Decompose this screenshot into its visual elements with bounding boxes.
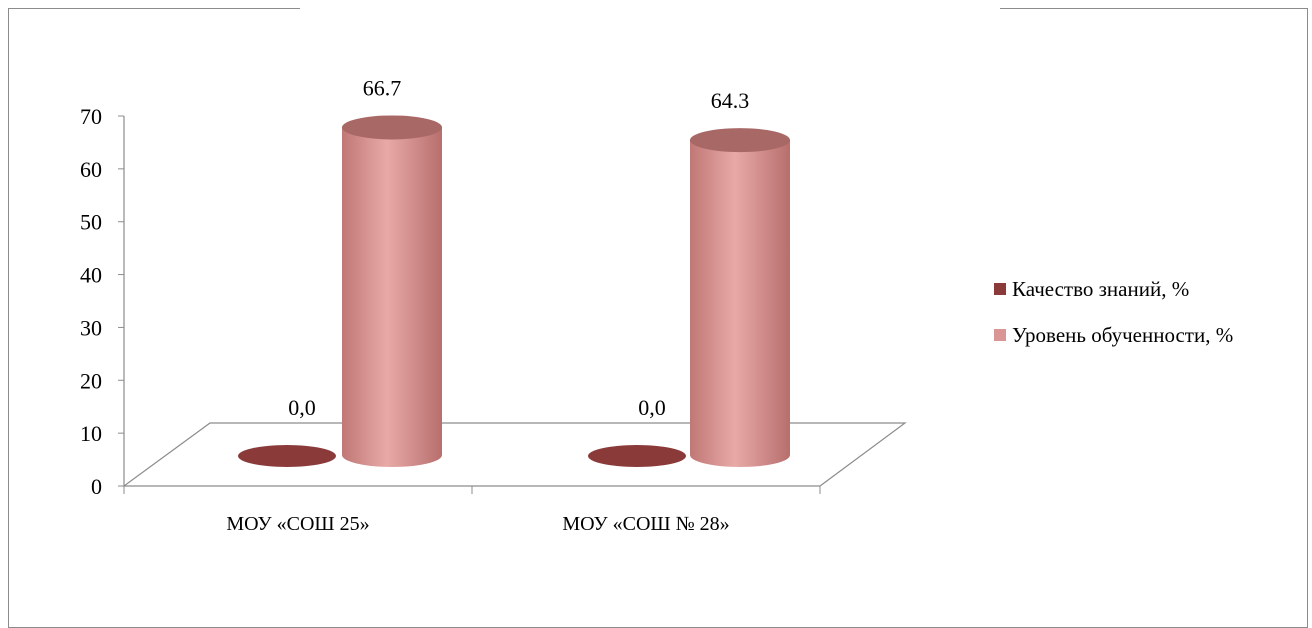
legend-label: Качество знаний, %: [1012, 276, 1190, 301]
y-tick-label: 30: [80, 315, 102, 340]
y-tick-label: 70: [80, 104, 102, 129]
x-category-label: МОУ «СОШ 25»: [226, 513, 369, 535]
y-tick-label: 20: [80, 368, 102, 393]
data-label: 0,0: [288, 395, 316, 420]
cylinder-body: [690, 140, 790, 467]
bar-kachestvo-znaniy: [588, 445, 686, 467]
y-axis-ticks: 0 10 20 30 40 50 60 70: [80, 104, 124, 499]
cylinder-top: [690, 128, 790, 153]
data-label: 0,0: [638, 395, 666, 420]
data-label: 64.3: [711, 88, 750, 113]
y-tick-label: 50: [80, 210, 102, 235]
bar-uroven-obuchennosti: [342, 115, 442, 467]
data-label: 66.7: [363, 75, 402, 100]
x-category-label: МОУ «СОШ № 28»: [562, 513, 729, 535]
chart-frame: [8, 8, 1308, 628]
legend-item: Уровень обученности, %: [994, 320, 1233, 350]
y-tick-label: 40: [80, 263, 102, 288]
x-axis-labels: МОУ «СОШ 25» МОУ «СОШ № 28»: [226, 513, 729, 535]
legend-label: Уровень обученности, %: [1012, 322, 1234, 347]
chart-plot: 0 10 20 30 40 50 60 70 0,0 0,0 66.7 64.3 МОУ «СОШ …: [80, 75, 907, 535]
legend-swatch: [994, 283, 1006, 295]
legend: Качество знаний, % Уровень обученности, …: [994, 274, 1233, 366]
legend-swatch: [994, 329, 1006, 341]
y-tick-label: 0: [91, 474, 102, 499]
bar-uroven-obuchennosti: [690, 128, 790, 467]
bars: 0,0 0,0 66.7 64.3: [238, 75, 790, 467]
y-tick-label: 60: [80, 157, 102, 182]
y-tick-label: 10: [80, 421, 102, 446]
cylinder-top: [342, 115, 442, 140]
legend-item: Качество знаний, %: [994, 274, 1233, 304]
cylinder-body: [342, 127, 442, 467]
bar-kachestvo-znaniy: [238, 445, 336, 467]
top-strip: [300, 0, 1000, 10]
